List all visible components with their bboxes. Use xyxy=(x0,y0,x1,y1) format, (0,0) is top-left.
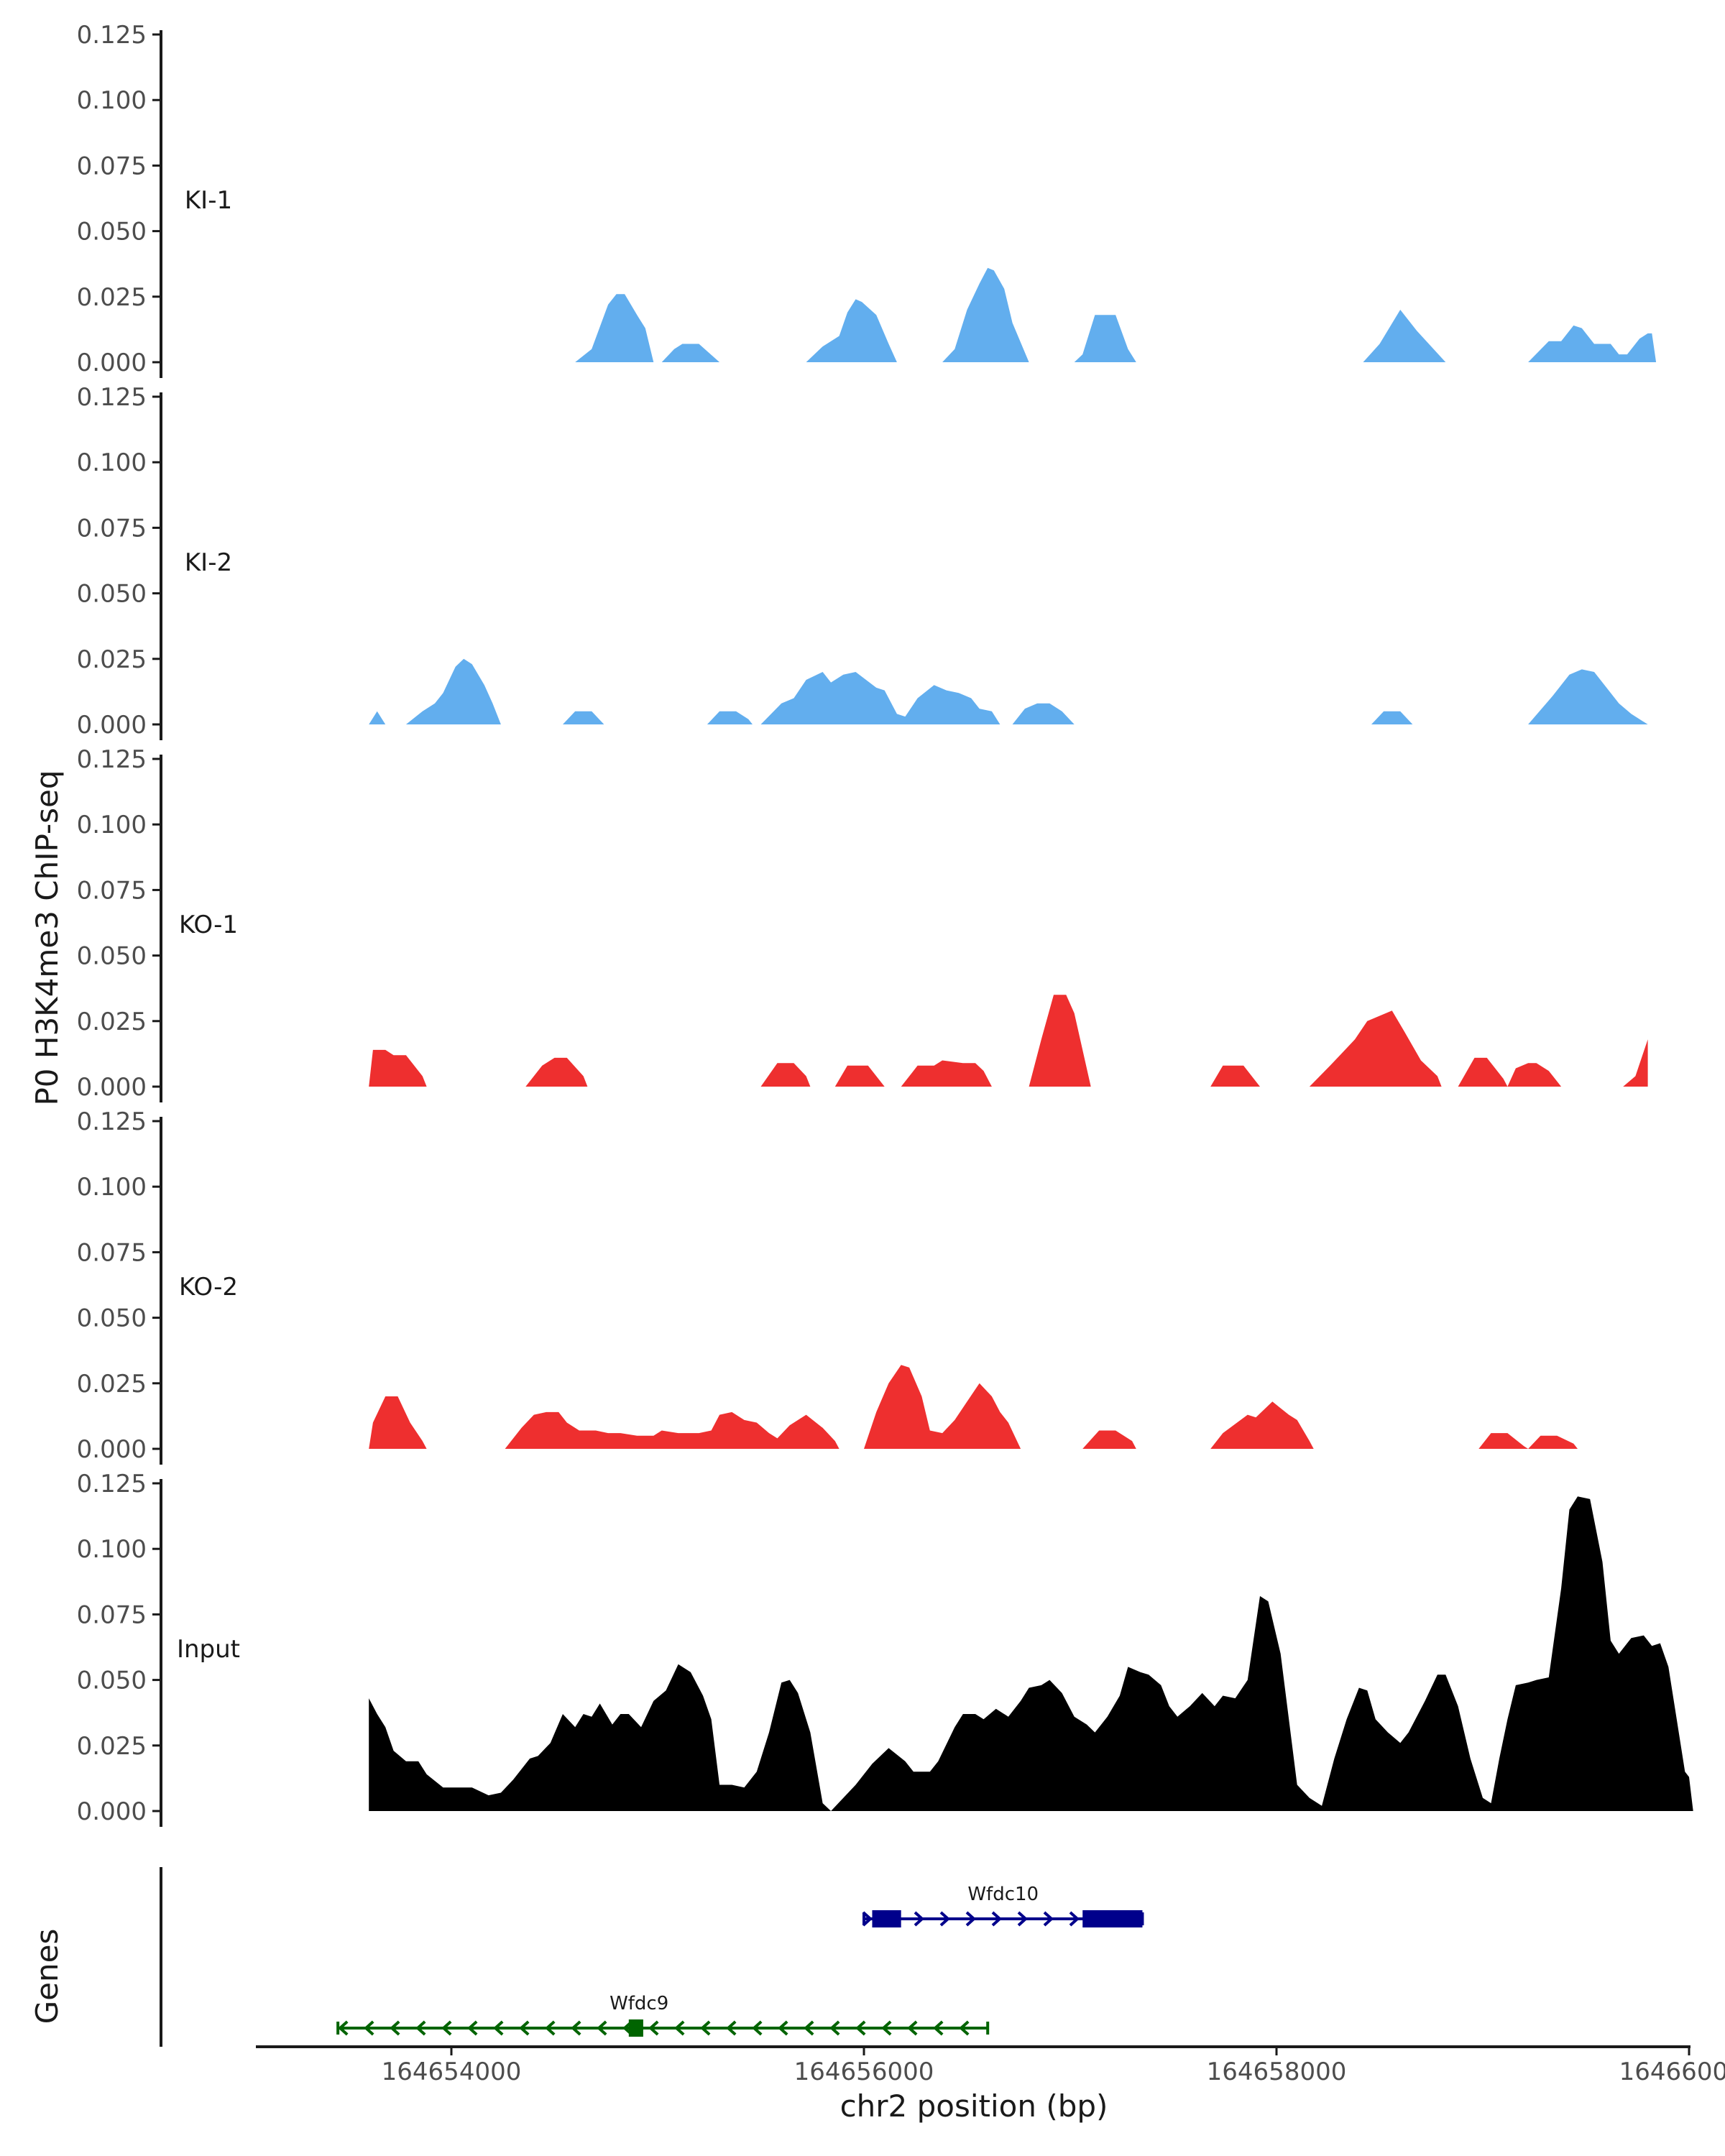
strand-chevron xyxy=(493,2020,504,2036)
strand-chevron xyxy=(1017,1911,1028,1927)
signal-area xyxy=(575,267,1657,362)
strand-chevron xyxy=(829,2020,840,2036)
strand-chevron xyxy=(545,2020,556,2036)
strand-chevron xyxy=(571,2020,581,2036)
y-tick-label: 0.100 xyxy=(77,86,147,115)
y-tick-label: 0.050 xyxy=(77,942,147,971)
gene-label: Wfdc10 xyxy=(967,1884,1039,1905)
y-tick-label: 0.100 xyxy=(77,1535,147,1564)
exon xyxy=(628,2019,643,2037)
y-tick-label: 0.075 xyxy=(77,1238,147,1267)
y-tick-label: 0.125 xyxy=(77,21,147,50)
y-tick-label: 0.025 xyxy=(77,645,147,674)
y-tick-label: 0.000 xyxy=(77,1073,147,1102)
exon xyxy=(1082,1910,1143,1927)
strand-chevron xyxy=(648,2020,659,2036)
y-tick-label: 0.025 xyxy=(77,1008,147,1036)
strand-chevron xyxy=(778,2020,788,2036)
strand-chevron xyxy=(674,2020,685,2036)
strand-chevron xyxy=(441,2020,452,2036)
y-tick-label: 0.075 xyxy=(77,514,147,543)
y-tick-label: 0.050 xyxy=(77,1667,147,1695)
track-input: 0.000 0.025 0.050 0.075 0.100 0.125 Input xyxy=(77,1470,1693,1827)
signal-area xyxy=(369,658,1652,724)
y-tick-label: 0.025 xyxy=(77,283,147,312)
strand-chevron xyxy=(804,2020,814,2036)
signal-area xyxy=(369,995,1648,1087)
y-tick-label: 0.050 xyxy=(77,218,147,247)
track-label: KO-1 xyxy=(179,911,238,939)
strand-chevron xyxy=(1043,1911,1054,1927)
gene-label: Wfdc9 xyxy=(610,1993,668,2014)
strand-chevron xyxy=(519,2020,530,2036)
strand-chevron xyxy=(415,2020,426,2036)
strand-chevron xyxy=(959,2020,970,2036)
y-axis-title: P0 H3K4me3 ChIP-seq xyxy=(29,770,65,1105)
tracks-group: 0.0000.0250.0500.0750.1000.125KI-10.0000… xyxy=(77,21,1693,1827)
track-ko-2: 0.000 0.025 0.050 0.075 0.100 0.125 KO-2 xyxy=(77,1107,1578,1465)
signal-area xyxy=(369,1365,1578,1449)
y-tick-label: 0.050 xyxy=(77,1304,147,1333)
strand-chevron xyxy=(364,2020,374,2036)
y-tick-label: 0.125 xyxy=(77,1107,147,1136)
strand-chevron xyxy=(991,1911,1002,1927)
strand-chevron xyxy=(390,2020,400,2036)
strand-chevron xyxy=(862,1911,873,1927)
y-tick-label: 0.125 xyxy=(77,1470,147,1498)
signal-area xyxy=(369,1496,1693,1811)
strand-chevron xyxy=(965,1911,976,1927)
track-label: KI-2 xyxy=(185,548,232,577)
y-tick-label: 0.100 xyxy=(77,1173,147,1202)
strand-chevron xyxy=(933,2020,944,2036)
strand-chevron xyxy=(914,1911,924,1927)
strand-chevron xyxy=(338,2020,349,2036)
y-tick-label: 0.000 xyxy=(77,1797,147,1826)
strand-chevron xyxy=(700,2020,711,2036)
gene-wfdc10: Wfdc10 xyxy=(862,1884,1144,1927)
y-tick-label: 0.025 xyxy=(77,1732,147,1761)
track-label: Input xyxy=(177,1635,240,1664)
y-tick-label: 0.025 xyxy=(77,1370,147,1399)
x-tick-label: 164658000 xyxy=(1207,2058,1347,2086)
genes-group: Wfdc10 Wfdc9 xyxy=(160,1867,1144,2047)
y-tick-label: 0.100 xyxy=(77,811,147,839)
y-tick-label: 0.125 xyxy=(77,383,147,412)
y-tick-label: 0.000 xyxy=(77,711,147,740)
y-tick-label: 0.075 xyxy=(77,152,147,180)
x-tick-label: 164654000 xyxy=(382,2058,522,2086)
y-tick-label: 0.000 xyxy=(77,1435,147,1464)
y-tick-label: 0.050 xyxy=(77,580,147,609)
y-tick-label: 0.075 xyxy=(77,1600,147,1629)
gene-wfdc9: Wfdc9 xyxy=(336,1993,990,2037)
strand-chevron xyxy=(881,2020,892,2036)
strand-chevron xyxy=(907,2020,918,2036)
strand-chevron xyxy=(597,2020,607,2036)
strand-chevron xyxy=(726,2020,737,2036)
y-tick-label: 0.100 xyxy=(77,448,147,477)
strand-chevron xyxy=(467,2020,478,2036)
strand-chevron xyxy=(939,1911,950,1927)
strand-chevron xyxy=(855,2020,866,2036)
x-tick-label: 164656000 xyxy=(794,2058,934,2086)
x-axis-title: chr2 position (bp) xyxy=(840,2088,1108,2124)
strand-chevron xyxy=(1069,1911,1080,1927)
track-ko-1: 0.000 0.025 0.050 0.075 0.100 0.125 KO-1 xyxy=(77,745,1648,1102)
y-tick-label: 0.075 xyxy=(77,876,147,905)
y-tick-label: 0.125 xyxy=(77,745,147,774)
x-tick-label: 164660000 xyxy=(1619,2058,1725,2086)
track-label: KO-2 xyxy=(179,1273,238,1302)
exon xyxy=(872,1910,901,1927)
x-axis: 164654000 164656000 164658000 164660000 xyxy=(256,2045,1725,2086)
track-label: KI-1 xyxy=(185,186,232,215)
track-ki-1: 0.000 0.025 0.050 0.075 0.100 0.125 KI-1 xyxy=(77,21,1657,378)
genes-axis-title: Genes xyxy=(29,1929,65,2024)
strand-chevron xyxy=(752,2020,763,2036)
track-ki-2: 0.000 0.025 0.050 0.075 0.100 0.125 KI-2 xyxy=(77,383,1652,740)
y-tick-label: 0.000 xyxy=(77,349,147,377)
